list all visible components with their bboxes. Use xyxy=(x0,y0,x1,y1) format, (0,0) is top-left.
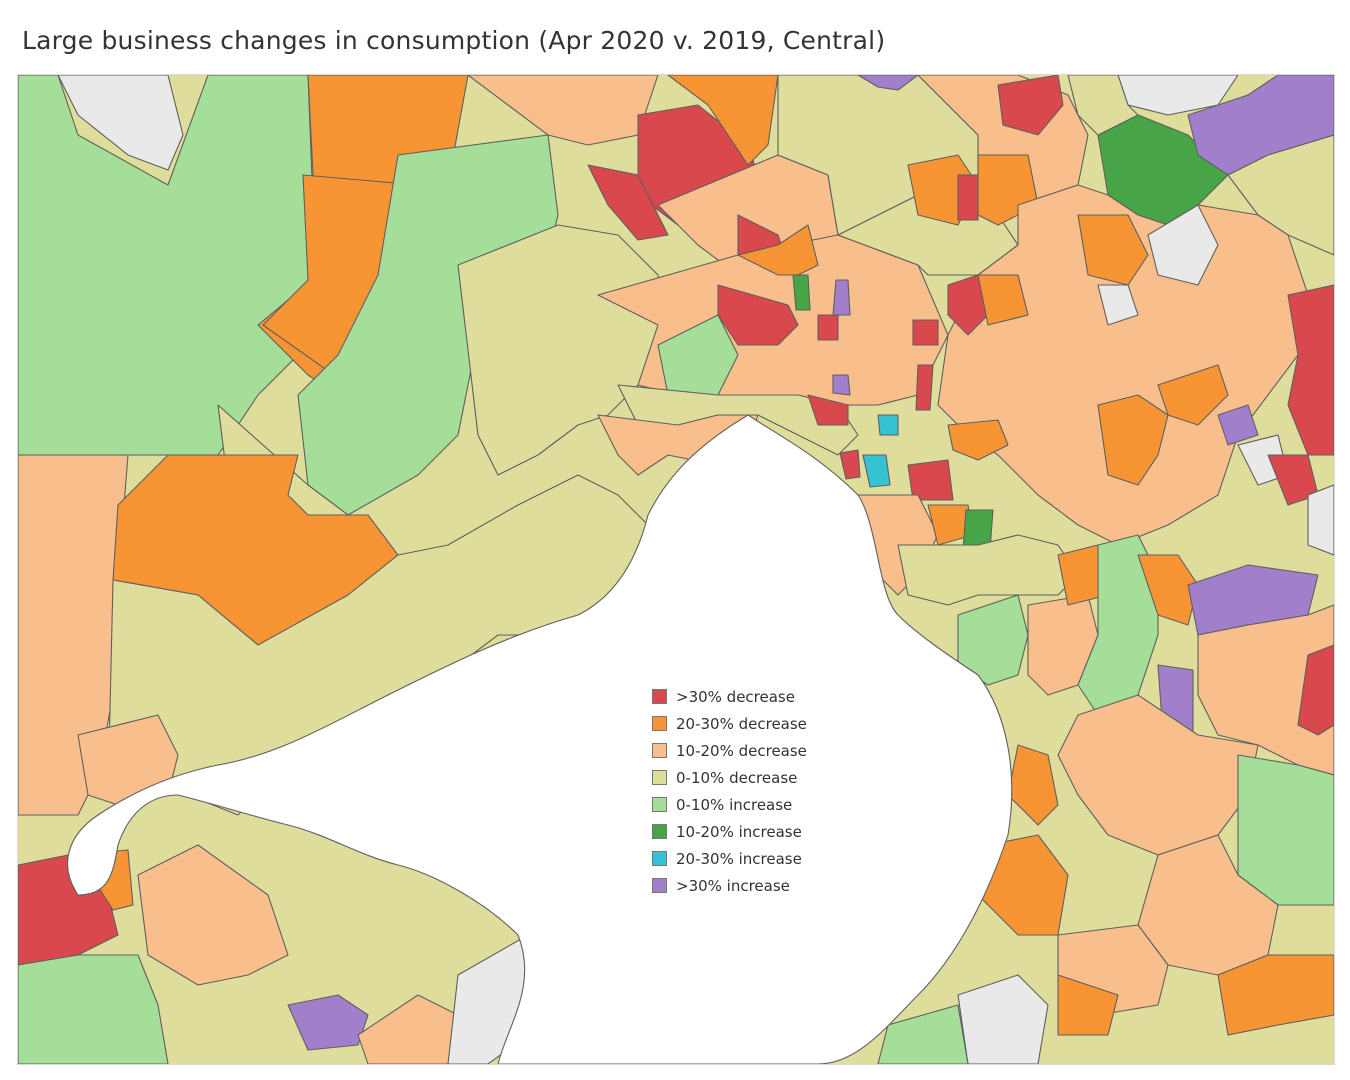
legend-item[interactable]: 20-30% increase xyxy=(652,845,807,872)
legend-item[interactable]: 10-20% decrease xyxy=(652,737,807,764)
region-purple-sw[interactable] xyxy=(287,994,369,1051)
region-darkgreen-central[interactable] xyxy=(792,274,811,311)
region-red-central-4[interactable] xyxy=(817,314,839,341)
choropleth-map[interactable]: >30% decrease 20-30% decrease 10-20% decre… xyxy=(17,74,1335,1065)
page-title: Large business changes in consumption (A… xyxy=(22,26,886,55)
legend-label: >30% increase xyxy=(676,876,790,895)
map-canvas[interactable] xyxy=(18,75,1334,1064)
map-legend: >30% decrease 20-30% decrease 10-20% decre… xyxy=(652,683,807,899)
region-purple-east-small[interactable] xyxy=(1217,404,1259,446)
region-red-stkilda[interactable] xyxy=(839,449,861,480)
legend-label: 0-10% increase xyxy=(676,795,793,814)
region-red-central-2[interactable] xyxy=(947,274,989,336)
region-red-northeast[interactable] xyxy=(997,75,1064,136)
legend-swatch xyxy=(652,770,667,785)
legend-swatch xyxy=(652,797,667,812)
region-yellow-ne-top[interactable] xyxy=(1067,75,1139,136)
legend-label: 10-20% decrease xyxy=(676,741,807,760)
region-orange-central-c[interactable] xyxy=(947,419,1009,461)
region-yellow-central[interactable] xyxy=(457,224,669,476)
region-purple-cbd[interactable] xyxy=(832,374,851,396)
region-orange-central-b[interactable] xyxy=(977,274,1029,326)
legend-item[interactable]: >30% increase xyxy=(652,872,807,899)
legend-swatch xyxy=(652,689,667,704)
region-lightorange-sw[interactable] xyxy=(137,844,289,986)
region-lightgreen-sw[interactable] xyxy=(18,954,169,1064)
legend-item[interactable]: 0-10% increase xyxy=(652,791,807,818)
legend-label: 0-10% decrease xyxy=(676,768,798,787)
region-lightgreen-far-se[interactable] xyxy=(1237,754,1334,906)
region-red-cbd[interactable] xyxy=(807,394,849,426)
legend-label: >30% decrease xyxy=(676,687,795,706)
region-orange-east-mid-2[interactable] xyxy=(1157,364,1229,426)
port-phillip-bay xyxy=(67,414,1013,1064)
region-grey-east-2[interactable] xyxy=(1097,284,1139,326)
region-red-northeast-2[interactable] xyxy=(957,174,979,221)
region-yellow-se-1[interactable] xyxy=(897,534,1079,606)
legend-label: 20-30% decrease xyxy=(676,714,807,733)
region-lightgreen-bottom[interactable] xyxy=(877,1004,969,1064)
region-orange-far-south-2[interactable] xyxy=(1057,974,1119,1036)
region-orange-east[interactable] xyxy=(1077,214,1149,286)
region-purple-northeast[interactable] xyxy=(1187,75,1334,176)
region-red-central-6[interactable] xyxy=(907,459,954,501)
legend-swatch xyxy=(652,851,667,866)
region-orange-north-c[interactable] xyxy=(667,75,779,166)
legend-swatch xyxy=(652,716,667,731)
region-orange-east-mid[interactable] xyxy=(1097,394,1169,486)
region-red-central[interactable] xyxy=(717,284,799,346)
region-mid-green[interactable] xyxy=(297,134,559,516)
region-red-central-5[interactable] xyxy=(915,364,934,411)
legend-item[interactable]: >30% decrease xyxy=(652,683,807,710)
region-purple-north-top[interactable] xyxy=(857,75,919,91)
region-lightorange-east[interactable] xyxy=(937,184,1309,546)
region-orange-far-south[interactable] xyxy=(1217,954,1334,1036)
region-purple-central[interactable] xyxy=(832,279,851,316)
legend-label: 10-20% increase xyxy=(676,822,802,841)
region-red-north-2[interactable] xyxy=(587,164,669,241)
legend-swatch xyxy=(652,824,667,839)
region-orange-central-a[interactable] xyxy=(737,224,819,276)
region-grey-east[interactable] xyxy=(1147,204,1219,286)
legend-swatch xyxy=(652,878,667,893)
region-green-central[interactable] xyxy=(657,314,739,396)
region-red-central-3[interactable] xyxy=(912,319,939,346)
region-grey-east-4[interactable] xyxy=(1307,484,1334,556)
legend-swatch xyxy=(652,743,667,758)
region-light-orange-north[interactable] xyxy=(467,75,659,146)
region-red-southeast[interactable] xyxy=(1297,644,1334,736)
legend-item[interactable]: 0-10% decrease xyxy=(652,764,807,791)
region-nw-grey[interactable] xyxy=(57,75,184,171)
legend-item[interactable]: 10-20% increase xyxy=(652,818,807,845)
legend-label: 20-30% increase xyxy=(676,849,802,868)
legend-item[interactable]: 20-30% decrease xyxy=(652,710,807,737)
region-cyan-a[interactable] xyxy=(877,414,899,436)
region-cyan-b[interactable] xyxy=(862,454,891,488)
